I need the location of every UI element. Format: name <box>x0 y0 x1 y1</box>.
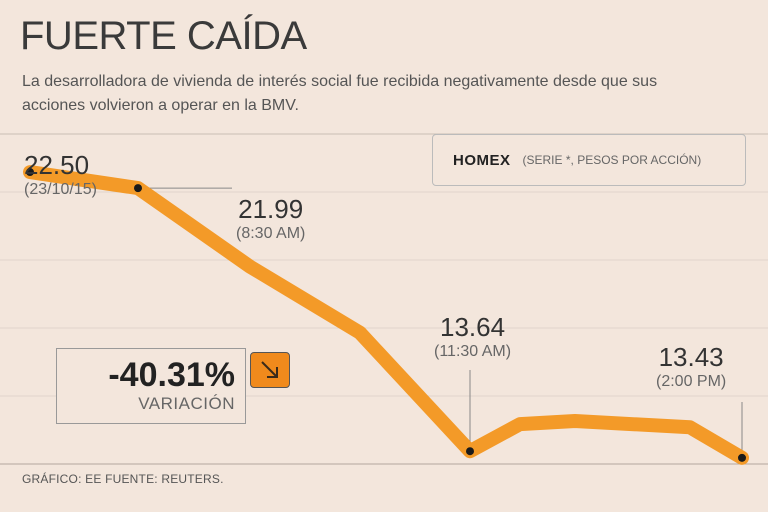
data-point <box>738 453 746 462</box>
data-label-time: (23/10/15) <box>24 181 97 198</box>
variation-box: -40.31% VARIACIÓN <box>56 348 246 424</box>
chart-subtitle: La desarrolladora de vivienda de interés… <box>22 73 658 114</box>
variation-label: VARIACIÓN <box>138 394 235 413</box>
data-label-value: 22.50 <box>24 150 90 180</box>
data-label-200: 13.43 (2:00 PM) <box>656 342 726 392</box>
variation-value: -40.31% <box>108 356 235 394</box>
legend-box: HOMEX (SERIE *, PESOS POR ACCIÓN) <box>432 134 746 186</box>
chart-footer-source: GRÁFICO: EE FUENTE: REUTERS. <box>22 472 224 486</box>
data-label-1130: 13.64 (11:30 AM) <box>434 312 511 362</box>
data-label-value: 13.64 <box>440 312 506 342</box>
data-label-start: 22.50 (23/10/15) <box>24 150 97 200</box>
legend-unit-label: (SERIE *, PESOS POR ACCIÓN) <box>522 153 702 167</box>
data-label-value: 21.99 <box>238 194 304 224</box>
data-label-time: (8:30 AM) <box>236 225 306 242</box>
data-label-value: 13.43 <box>658 342 724 372</box>
data-label-830: 21.99 (8:30 AM) <box>236 194 305 244</box>
data-point <box>134 184 142 193</box>
legend-series-name: HOMEX <box>453 151 511 169</box>
arrow-down-right-icon <box>250 352 290 388</box>
data-label-time: (11:30 AM) <box>434 343 512 360</box>
chart-title: FUERTE CAÍDA <box>20 14 307 58</box>
data-point <box>26 168 34 177</box>
data-point <box>466 447 474 456</box>
data-label-time: (2:00 PM) <box>656 373 727 390</box>
